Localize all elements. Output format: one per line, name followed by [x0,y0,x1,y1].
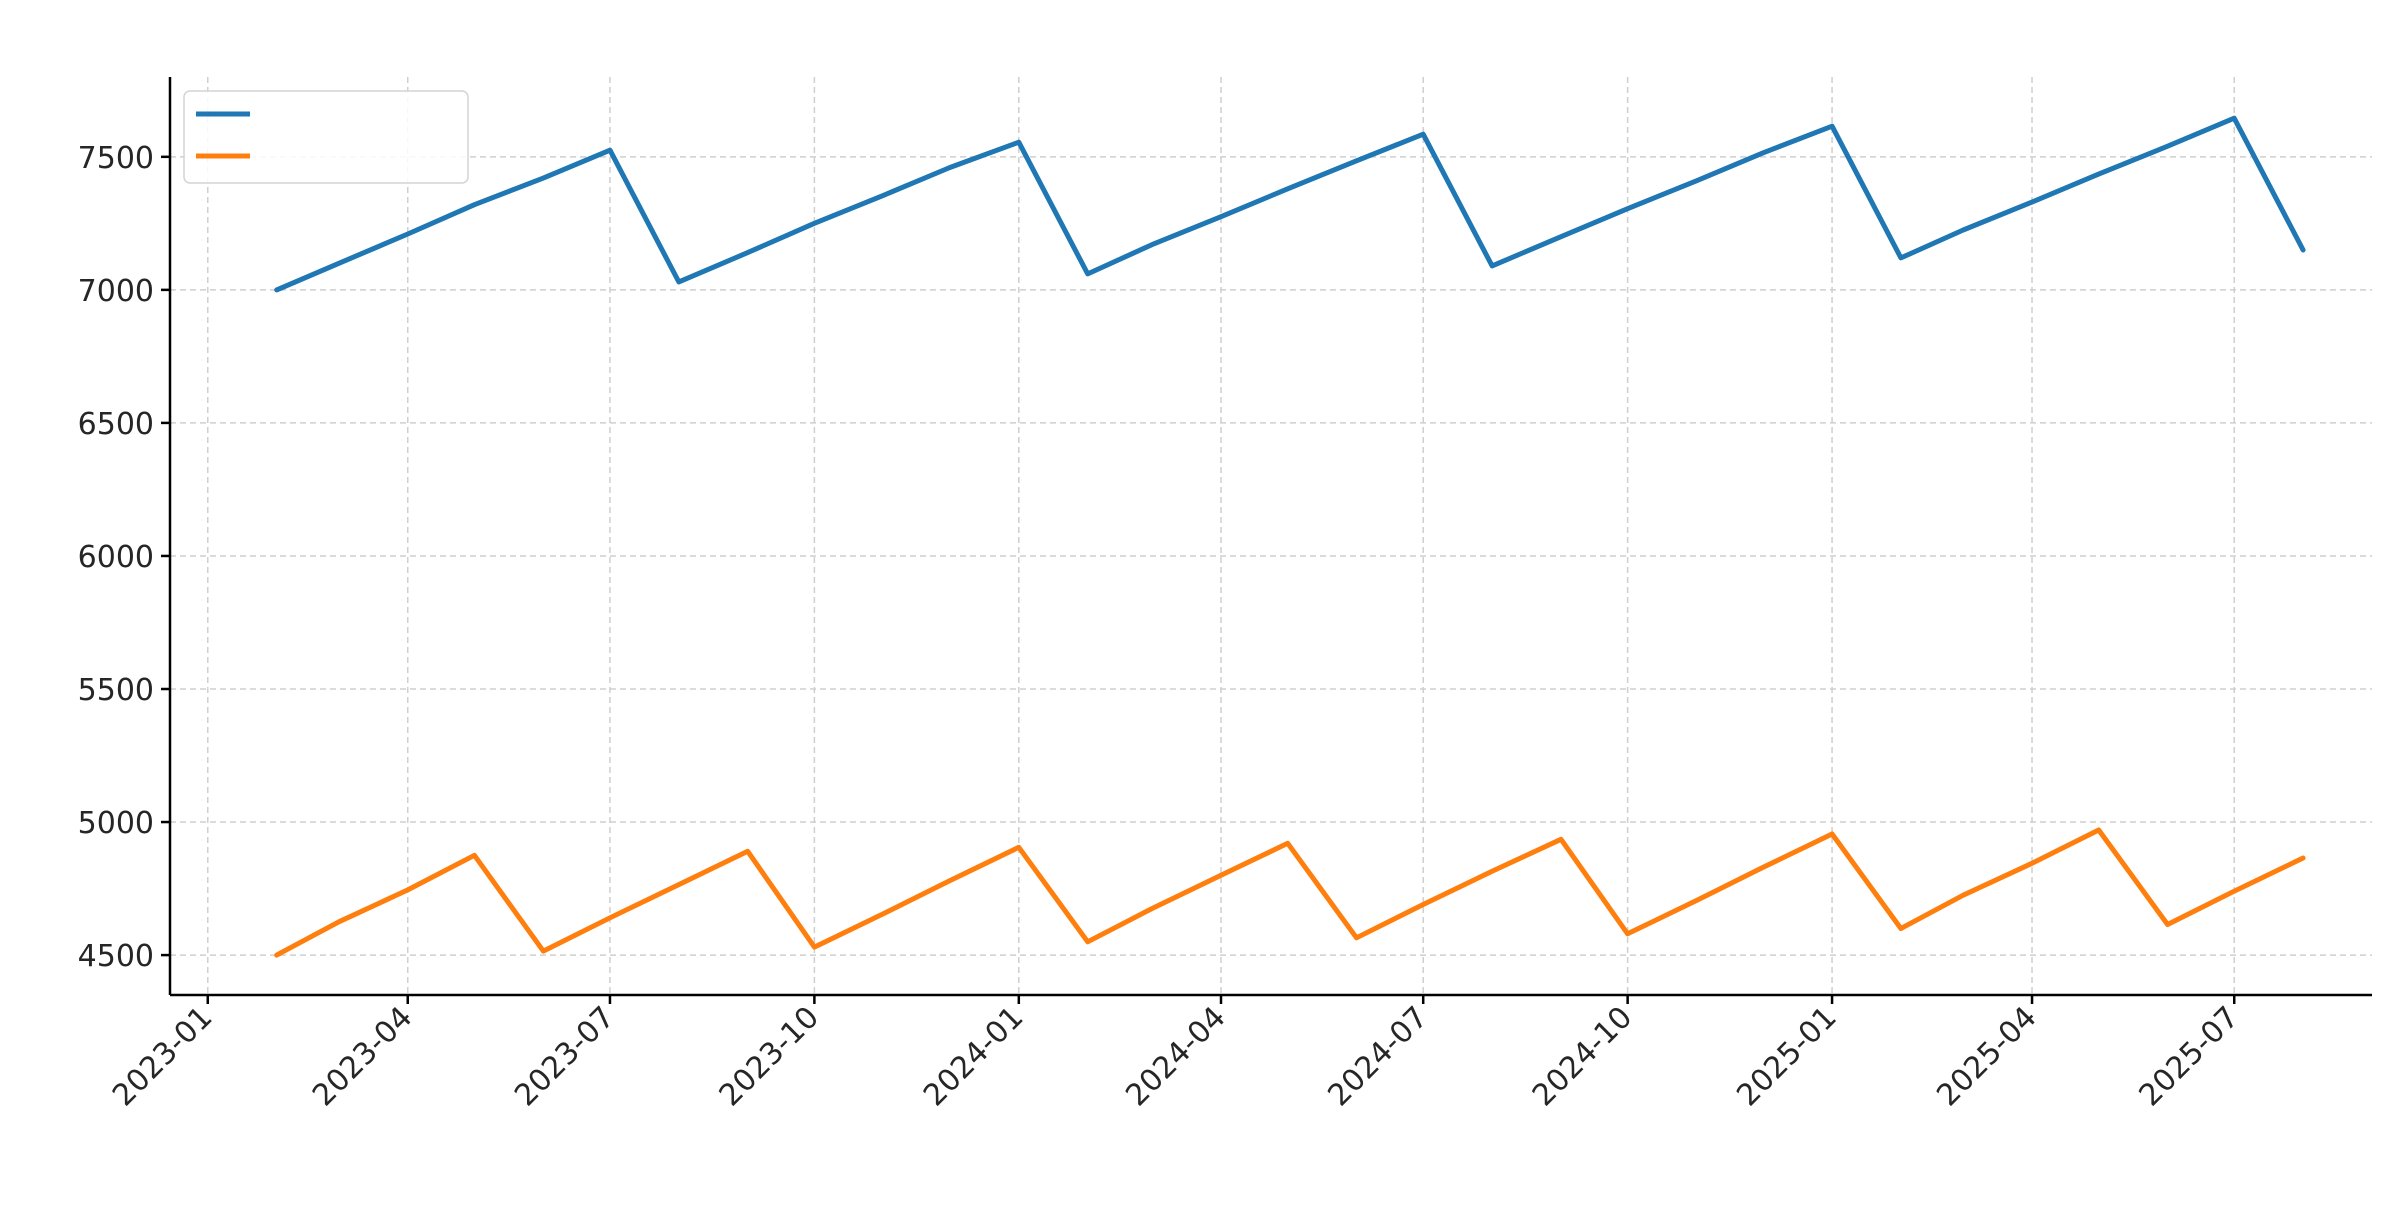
y-tick-label: 5000 [78,806,154,841]
y-ticks: 4500 5000 5500 6000 6500 7000 7500 [78,141,170,974]
y-tick-label: 6500 [78,407,154,442]
series-layer [274,115,2306,958]
x-tick-label: 2025-04 [1930,1000,2043,1113]
x-tick-label: 2025-07 [2133,1000,2246,1113]
y-tick-label: 4500 [78,939,154,974]
grid [170,77,2372,995]
x-tick-label: 2024-07 [1321,1000,1434,1113]
series-line-2 [274,827,2306,958]
legend-frame [183,90,469,184]
x-tick-label: 2024-04 [1119,1000,1232,1113]
x-tick-label: 2024-10 [1526,1000,1639,1113]
x-tick-label: 2023-10 [713,1000,826,1113]
x-tick-label: 2025-01 [1730,1000,1843,1113]
y-tick-label: 6000 [78,540,154,575]
x-tick-label: 2023-07 [508,1000,621,1113]
legend [183,90,469,184]
y-tick-label: 5500 [78,673,154,708]
x-tick-label: 2024-01 [917,1000,1030,1113]
axes [168,77,2372,997]
y-tick-label: 7500 [78,141,154,176]
y-tick-label: 7000 [78,274,154,309]
series-line-1 [274,115,2306,293]
x-ticks: 2023-01 2023-04 2023-07 2023-10 2024-01 2024-… [106,995,2246,1113]
x-tick-label: 2023-04 [306,1000,419,1113]
x-tick-label: 2023-01 [106,1000,219,1113]
